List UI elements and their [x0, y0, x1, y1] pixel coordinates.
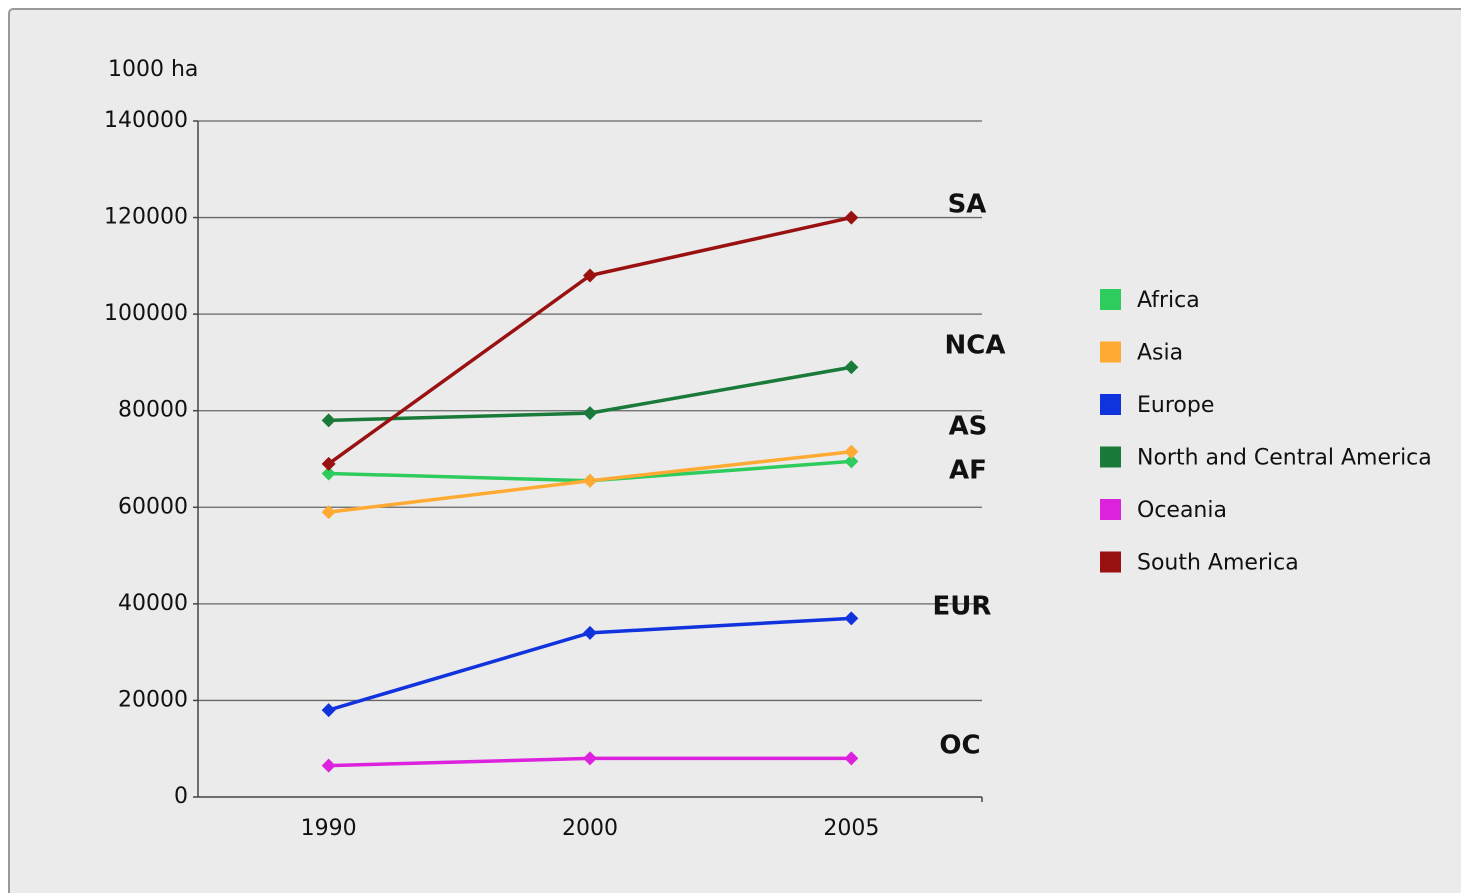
- marker: [321, 703, 336, 718]
- marker: [844, 751, 859, 766]
- annotation: OC: [939, 731, 980, 761]
- legend-label: North and Central America: [1137, 446, 1432, 471]
- marker: [321, 456, 336, 471]
- legend-swatch: [1100, 341, 1121, 363]
- annotation: AS: [949, 412, 988, 442]
- marker: [583, 268, 597, 283]
- legend-swatch: [1100, 551, 1121, 573]
- x-tick-label: 1990: [301, 816, 357, 841]
- y-tick-label: 80000: [118, 398, 188, 423]
- marker: [583, 625, 597, 640]
- legend-label: South America: [1137, 551, 1299, 576]
- legend-label: Europe: [1137, 393, 1214, 418]
- marker: [583, 406, 597, 421]
- legend-label: Africa: [1137, 288, 1200, 313]
- marker: [844, 611, 859, 626]
- y-axis-title: 1000 ha: [108, 57, 198, 82]
- x-tick-label: 2005: [823, 816, 879, 841]
- legend-label: Oceania: [1137, 498, 1227, 523]
- y-tick-label: 20000: [118, 687, 188, 712]
- annotation: EUR: [933, 592, 992, 622]
- y-tick-label: 0: [174, 784, 188, 809]
- legend-swatch: [1100, 446, 1121, 468]
- x-tick-label: 2000: [562, 816, 618, 841]
- y-tick-label: 120000: [104, 205, 188, 230]
- marker: [844, 360, 859, 375]
- legend-swatch: [1100, 499, 1121, 520]
- legend-swatch: [1100, 394, 1121, 415]
- marker: [583, 473, 597, 488]
- annotation: AF: [949, 456, 987, 486]
- annotation: SA: [948, 190, 987, 220]
- marker: [844, 454, 859, 469]
- chart-background: [8, 8, 1461, 893]
- marker: [844, 210, 859, 225]
- marker: [321, 505, 336, 520]
- y-tick-label: 140000: [104, 108, 188, 133]
- y-tick-label: 60000: [118, 494, 188, 519]
- legend-swatch: [1100, 289, 1121, 310]
- marker: [321, 758, 336, 773]
- y-tick-label: 100000: [104, 301, 188, 326]
- annotation: NCA: [945, 331, 1006, 361]
- marker: [321, 413, 336, 428]
- marker: [583, 751, 597, 766]
- marker: [321, 466, 336, 481]
- legend-label: Asia: [1137, 341, 1183, 366]
- y-tick-label: 40000: [118, 591, 188, 616]
- marker: [844, 444, 859, 459]
